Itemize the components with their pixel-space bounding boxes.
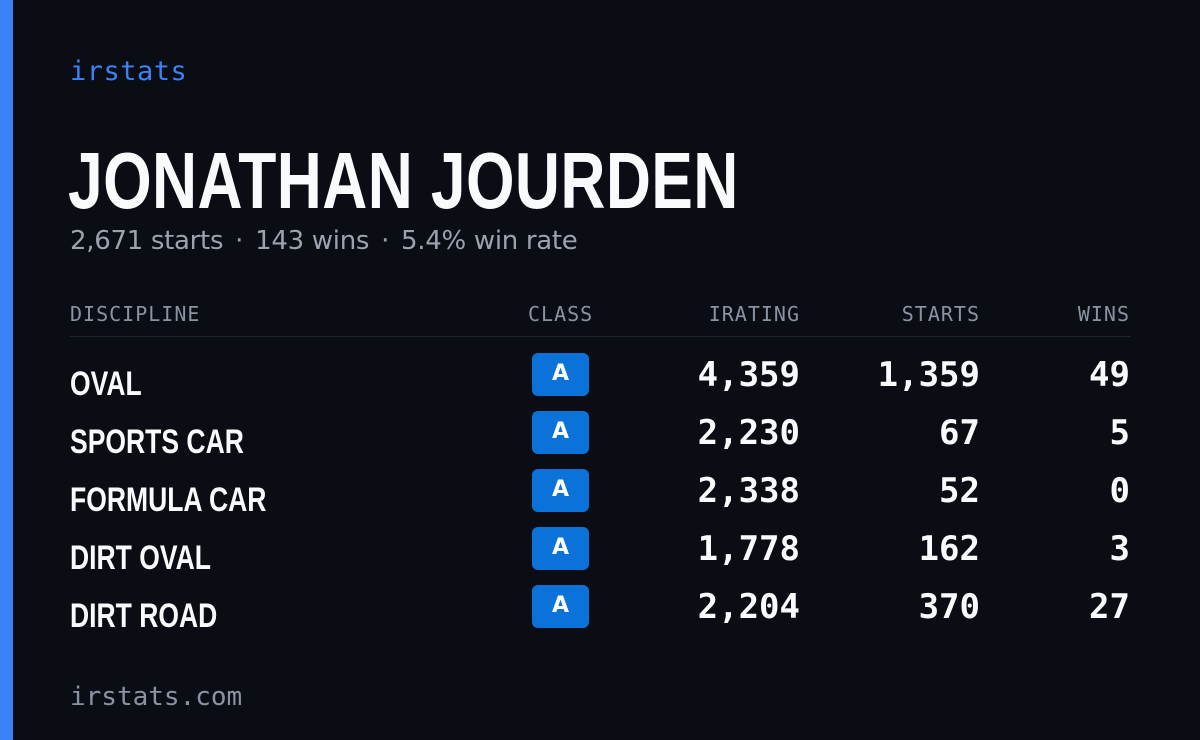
- table-row: DIRT OVAL A 1,778 162 3: [70, 527, 1131, 585]
- summary-separator: ·: [235, 226, 244, 256]
- header-class: CLASS: [528, 302, 594, 326]
- starts-value: 52: [939, 471, 980, 511]
- wins-value: 3: [1109, 529, 1130, 569]
- irating-value: 2,338: [697, 471, 800, 511]
- career-summary: 2,671 starts · 143 wins · 5.4% win rate: [70, 226, 578, 256]
- summary-wins: 143 wins: [255, 226, 370, 256]
- accent-bar: [0, 0, 13, 740]
- class-badge: A: [532, 585, 589, 628]
- header-irating: IRATING: [708, 302, 800, 326]
- table-row: OVAL A 4,359 1,359 49: [70, 353, 1131, 411]
- table-row: SPORTS CAR A 2,230 67 5: [70, 411, 1131, 469]
- starts-value: 370: [918, 587, 980, 627]
- table-row: DIRT ROAD A 2,204 370 27: [70, 585, 1131, 643]
- discipline-name: DIRT ROAD: [70, 597, 218, 635]
- footer-site-url[interactable]: irstats.com: [70, 682, 243, 712]
- header-discipline: DISCIPLINE: [70, 302, 201, 326]
- summary-starts: 2,671 starts: [70, 226, 224, 256]
- wins-value: 0: [1109, 471, 1130, 511]
- wins-value: 27: [1089, 587, 1130, 627]
- discipline-name: OVAL: [70, 365, 142, 403]
- discipline-name: SPORTS CAR: [70, 423, 244, 461]
- summary-win-rate: 5.4% win rate: [401, 226, 578, 256]
- table-body: OVAL A 4,359 1,359 49 SPORTS CAR A 2,230…: [70, 337, 1131, 643]
- discipline-name: FORMULA CAR: [70, 481, 267, 519]
- class-badge: A: [532, 411, 589, 454]
- summary-separator: ·: [381, 226, 390, 256]
- wins-value: 5: [1109, 413, 1130, 453]
- irating-value: 4,359: [697, 355, 800, 395]
- starts-value: 1,359: [877, 355, 980, 395]
- brand-logo-text[interactable]: irstats: [70, 56, 188, 87]
- irating-value: 2,204: [697, 587, 800, 627]
- header-wins: WINS: [1077, 302, 1130, 326]
- irating-value: 1,778: [697, 529, 800, 569]
- discipline-name: DIRT OVAL: [70, 539, 211, 577]
- player-name: JONATHAN JOURDEN: [68, 136, 739, 225]
- irating-value: 2,230: [697, 413, 800, 453]
- wins-value: 49: [1089, 355, 1130, 395]
- table-header: DISCIPLINE CLASS IRATING STARTS WINS: [70, 298, 1131, 337]
- starts-value: 162: [918, 529, 980, 569]
- starts-value: 67: [939, 413, 980, 453]
- class-badge: A: [532, 353, 589, 396]
- header-starts: STARTS: [901, 302, 980, 326]
- discipline-stats-table: DISCIPLINE CLASS IRATING STARTS WINS OVA…: [70, 298, 1131, 643]
- table-row: FORMULA CAR A 2,338 52 0: [70, 469, 1131, 527]
- class-badge: A: [532, 527, 589, 570]
- class-badge: A: [532, 469, 589, 512]
